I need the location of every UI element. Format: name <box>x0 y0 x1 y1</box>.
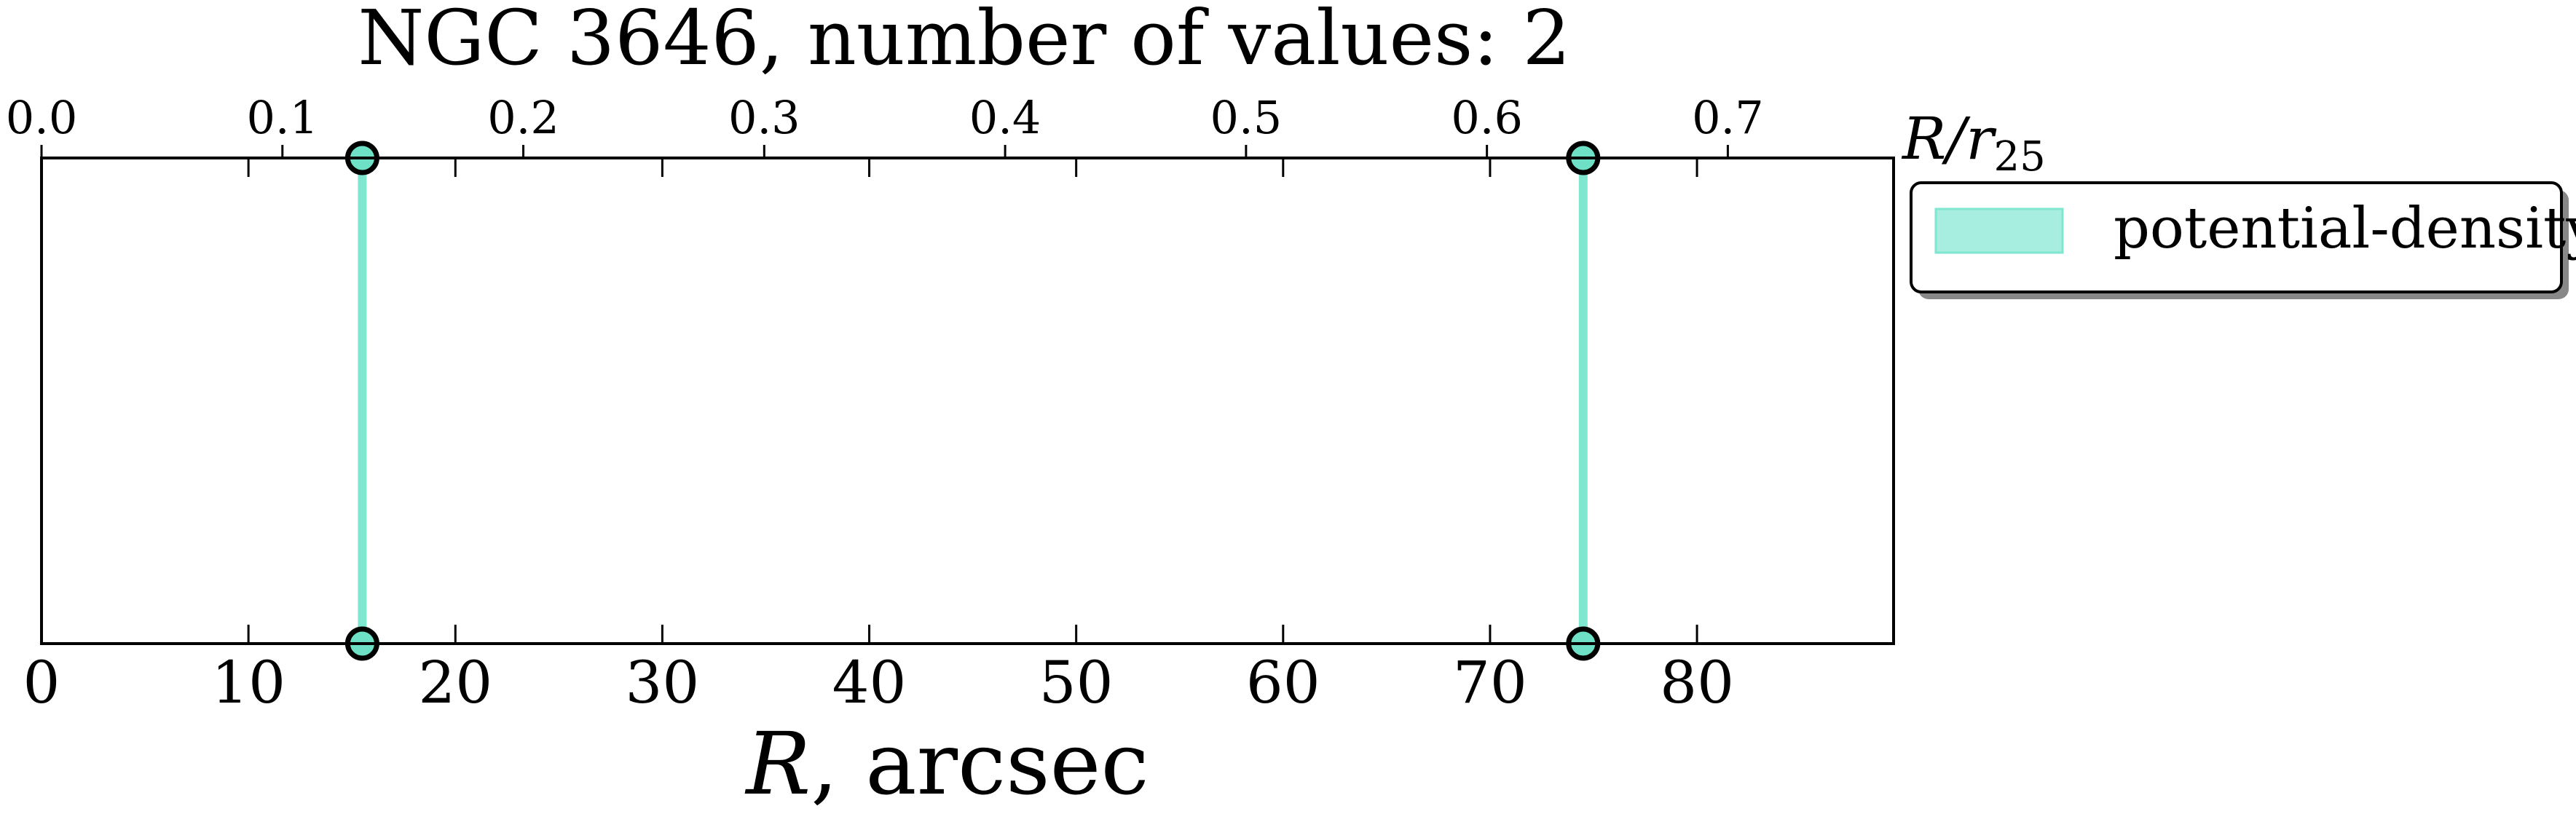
chart-title: NGC 3646, number of values: 2 <box>358 0 1570 82</box>
x-axis-top: 0.0 0.1 0.2 0.3 0.4 0.5 0.6 0.7 <box>6 91 1764 158</box>
x2-tick-label: 0.1 <box>246 91 318 144</box>
plot-area <box>344 141 1601 661</box>
x-tick-label: 0 <box>23 649 60 716</box>
x-axis-label-unit: , arcsec <box>811 714 1149 814</box>
x-tick-label: 10 <box>211 649 285 716</box>
x-tick-label: 30 <box>626 649 700 716</box>
x2-axis-label: R/r25 <box>1901 105 2046 181</box>
legend-swatch-potential-density <box>1934 208 2064 254</box>
x-tick-label: 60 <box>1246 649 1320 716</box>
legend: potential-density <box>1910 181 2576 299</box>
x-tick-label: 70 <box>1453 649 1527 716</box>
x2-axis-label-base: R/r <box>1901 105 1997 173</box>
x-tick-label: 40 <box>832 649 907 716</box>
x2-tick-label: 0.3 <box>728 91 800 144</box>
x-axis-bottom: 0 10 20 30 40 50 60 70 80 <box>23 158 1734 716</box>
x2-tick-label: 0.7 <box>1692 91 1764 144</box>
x-tick-label: 20 <box>418 649 492 716</box>
x-axis-label-symbol: R <box>744 714 811 814</box>
x2-tick-label: 0.2 <box>487 91 559 144</box>
legend-box <box>1910 181 2563 293</box>
x2-tick-label: 0.0 <box>6 91 78 144</box>
x-tick-label: 50 <box>1039 649 1114 716</box>
x2-tick-label: 0.6 <box>1451 91 1523 144</box>
plot-frame <box>40 157 1895 645</box>
x-tick-label: 80 <box>1660 649 1734 716</box>
x2-axis-label-subscript: 25 <box>1993 133 2045 181</box>
x2-tick-label: 0.4 <box>969 91 1041 144</box>
x2-tick-label: 0.5 <box>1210 91 1283 144</box>
legend-label-potential-density: potential-density <box>2114 196 2576 261</box>
x-axis-label: R, arcsec <box>744 714 1149 814</box>
